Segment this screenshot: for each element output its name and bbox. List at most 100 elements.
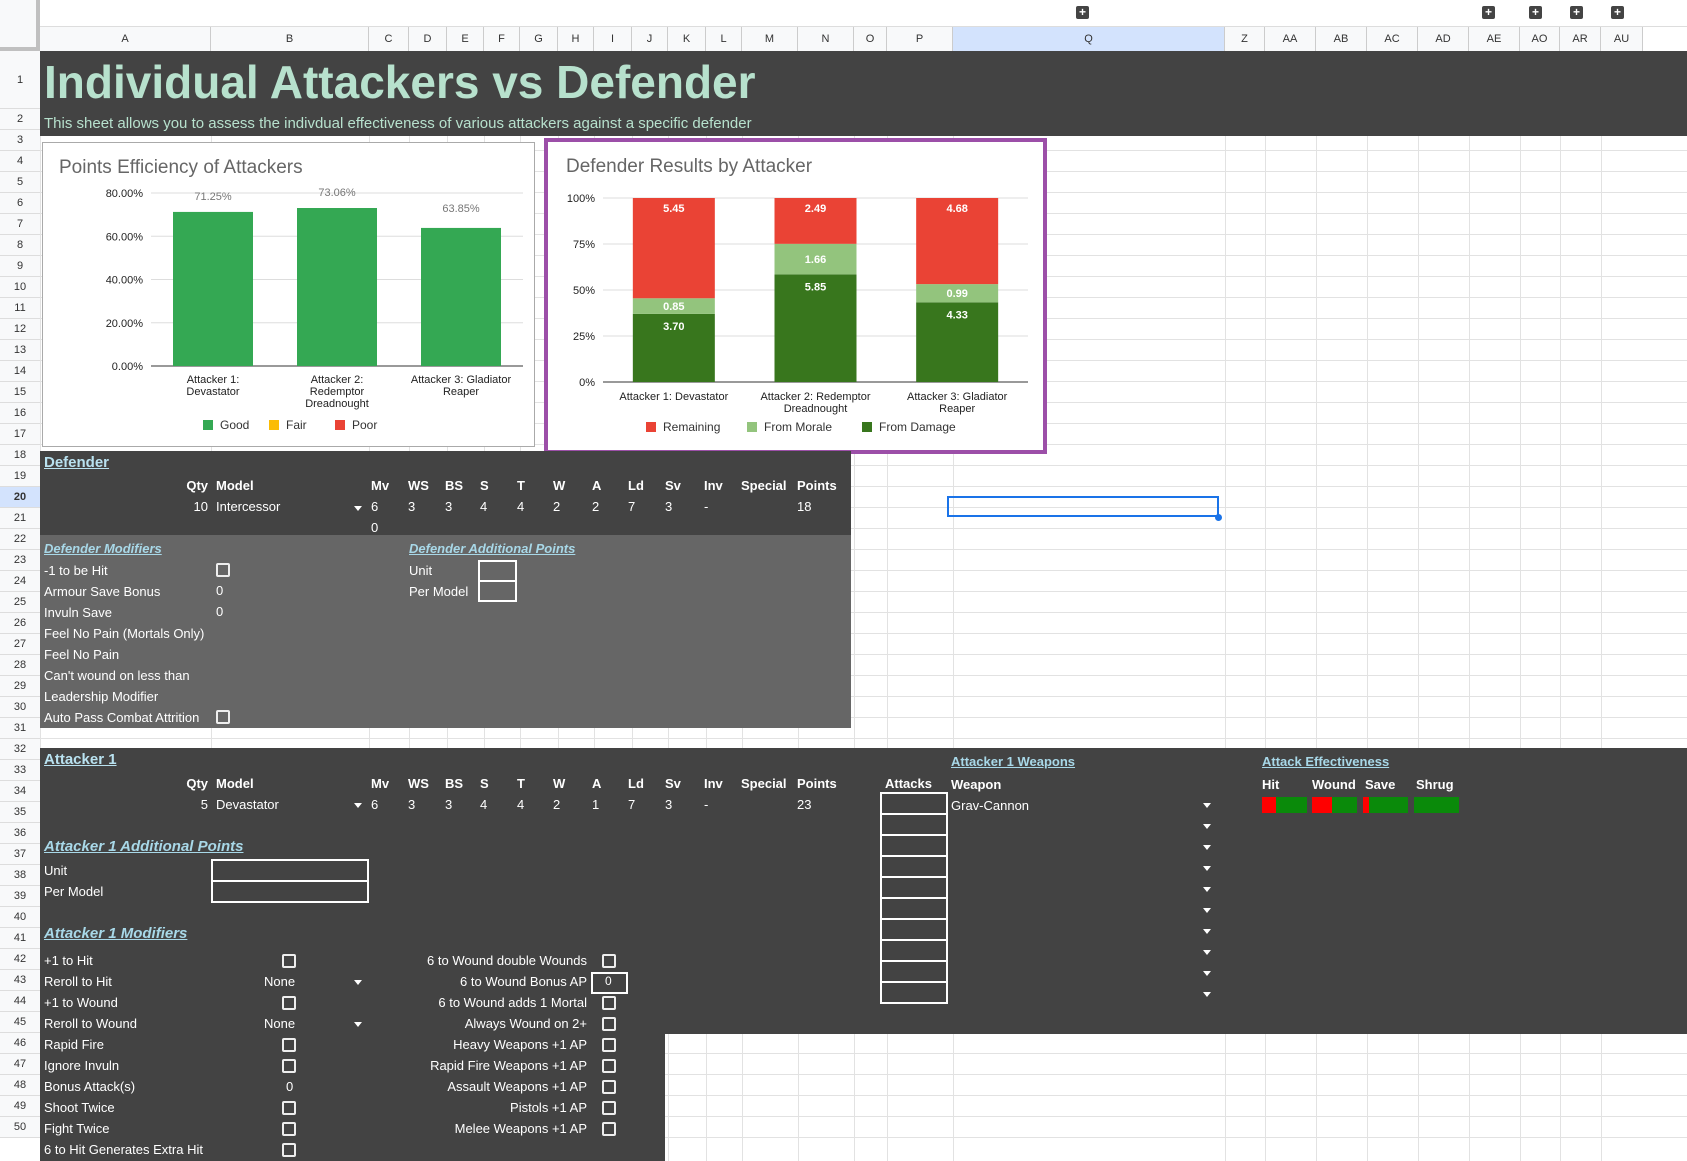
row-header-6[interactable]: 6 (0, 193, 40, 214)
row-header-36[interactable]: 36 (0, 823, 40, 844)
row-header-49[interactable]: 49 (0, 1096, 40, 1117)
attacker-points-unit-input[interactable] (211, 859, 369, 882)
column-header-K[interactable]: K (668, 27, 706, 51)
attacker-mod-checkbox-9[interactable] (282, 1143, 296, 1157)
expand-group-icon[interactable]: + (1529, 6, 1542, 19)
row-header-30[interactable]: 30 (0, 697, 40, 718)
attacker-mod-right-checkbox-5[interactable] (602, 1059, 616, 1073)
row-header-14[interactable]: 14 (0, 361, 40, 382)
row-header-12[interactable]: 12 (0, 319, 40, 340)
attacker-mod-right-checkbox-2[interactable] (602, 996, 616, 1010)
weapon-value[interactable]: Grav-Cannon (951, 798, 1030, 813)
row-header-48[interactable]: 48 (0, 1075, 40, 1096)
weapon-dropdown-icon[interactable] (1203, 950, 1211, 955)
attacker-mod-right-checkbox-3[interactable] (602, 1017, 616, 1031)
row-header-47[interactable]: 47 (0, 1054, 40, 1075)
weapon-dropdown-icon[interactable] (1203, 971, 1211, 976)
row-header-35[interactable]: 35 (0, 802, 40, 823)
row-header-27[interactable]: 27 (0, 634, 40, 655)
attacker-mod-right-checkbox-4[interactable] (602, 1038, 616, 1052)
row-header-5[interactable]: 5 (0, 172, 40, 193)
column-header-AD[interactable]: AD (1418, 27, 1469, 51)
attacks-input[interactable] (880, 960, 948, 983)
column-header-Z[interactable]: Z (1225, 27, 1265, 51)
row-header-11[interactable]: 11 (0, 298, 40, 319)
row-header-32[interactable]: 32 (0, 739, 40, 760)
column-header-Q[interactable]: Q (953, 27, 1225, 51)
weapon-dropdown-icon[interactable] (1203, 866, 1211, 871)
attacker-mod-checkbox-0[interactable] (282, 954, 296, 968)
attacker-mod-checkbox-7[interactable] (282, 1101, 296, 1115)
attacks-input[interactable] (880, 813, 948, 836)
row-header-29[interactable]: 29 (0, 676, 40, 697)
row-header-25[interactable]: 25 (0, 592, 40, 613)
column-header-AA[interactable]: AA (1265, 27, 1316, 51)
defender-cell-0[interactable]: 10 (193, 499, 208, 514)
attacks-input[interactable] (880, 834, 948, 857)
column-header-N[interactable]: N (798, 27, 854, 51)
column-header-AU[interactable]: AU (1601, 27, 1643, 51)
defender-invuln-value[interactable]: 0 (216, 604, 224, 619)
attacker-mod-checkbox-4[interactable] (282, 1038, 296, 1052)
reroll-wound-value[interactable]: None (264, 1016, 296, 1031)
expand-group-icon[interactable]: + (1076, 6, 1089, 19)
row-header-46[interactable]: 46 (0, 1033, 40, 1054)
row-header-17[interactable]: 17 (0, 424, 40, 445)
row-header-16[interactable]: 16 (0, 403, 40, 424)
row-header-3[interactable]: 3 (0, 130, 40, 151)
attacker-cell-1[interactable]: Devastator (216, 797, 279, 812)
column-header-M[interactable]: M (742, 27, 798, 51)
row-header-38[interactable]: 38 (0, 865, 40, 886)
row-header-19[interactable]: 19 (0, 466, 40, 487)
defender-cell-1[interactable]: Intercessor (216, 499, 281, 514)
column-header-H[interactable]: H (558, 27, 594, 51)
reroll-hit-dropdown-icon[interactable] (354, 980, 362, 985)
column-header-E[interactable]: E (447, 27, 484, 51)
row-header-13[interactable]: 13 (0, 340, 40, 361)
points-efficiency-chart[interactable]: Points Efficiency of Attackers 0.00% 20.00… (42, 142, 535, 447)
row-header-22[interactable]: 22 (0, 529, 40, 550)
row-header-31[interactable]: 31 (0, 718, 40, 739)
column-header-AR[interactable]: AR (1560, 27, 1601, 51)
row-header-50[interactable]: 50 (0, 1117, 40, 1138)
attacks-input[interactable] (880, 897, 948, 920)
column-header-A[interactable]: A (40, 27, 211, 51)
expand-group-icon[interactable]: + (1611, 6, 1624, 19)
column-header-AB[interactable]: AB (1316, 27, 1367, 51)
bonus-ap-value[interactable]: 0 (605, 974, 612, 988)
column-header-AO[interactable]: AO (1520, 27, 1560, 51)
attacks-input[interactable] (880, 918, 948, 941)
attacks-input[interactable] (880, 876, 948, 899)
expand-group-icon[interactable]: + (1570, 6, 1583, 19)
row-header-7[interactable]: 7 (0, 214, 40, 235)
weapon-dropdown-icon[interactable] (1203, 845, 1211, 850)
row-header-42[interactable]: 42 (0, 949, 40, 970)
attacker-mod-checkbox-8[interactable] (282, 1122, 296, 1136)
column-header-G[interactable]: G (520, 27, 558, 51)
defender-results-chart[interactable]: Defender Results by Attacker 0% 25% 50% 75% 1… (544, 138, 1047, 454)
row-header-20[interactable]: 20 (0, 487, 40, 508)
select-all-corner[interactable] (0, 0, 40, 51)
column-header-L[interactable]: L (706, 27, 742, 51)
attacker-mod-right-checkbox-7[interactable] (602, 1101, 616, 1115)
weapon-dropdown-icon[interactable] (1203, 824, 1211, 829)
weapon-dropdown-icon[interactable] (1203, 803, 1211, 808)
attacks-input[interactable] (880, 792, 948, 815)
attacks-input[interactable] (880, 855, 948, 878)
row-header-1[interactable]: 1 (0, 51, 40, 109)
column-header-O[interactable]: O (854, 27, 887, 51)
attacker-mod-right-checkbox-8[interactable] (602, 1122, 616, 1136)
column-header-B[interactable]: B (211, 27, 369, 51)
fill-handle[interactable] (1215, 514, 1222, 521)
row-header-43[interactable]: 43 (0, 970, 40, 991)
row-header-18[interactable]: 18 (0, 445, 40, 466)
row-header-4[interactable]: 4 (0, 151, 40, 172)
column-header-C[interactable]: C (369, 27, 409, 51)
row-header-26[interactable]: 26 (0, 613, 40, 634)
weapon-dropdown-icon[interactable] (1203, 887, 1211, 892)
row-header-40[interactable]: 40 (0, 907, 40, 928)
expand-group-icon[interactable]: + (1482, 6, 1495, 19)
attacker-mod-checkbox-5[interactable] (282, 1059, 296, 1073)
row-header-21[interactable]: 21 (0, 508, 40, 529)
column-header-P[interactable]: P (887, 27, 953, 51)
